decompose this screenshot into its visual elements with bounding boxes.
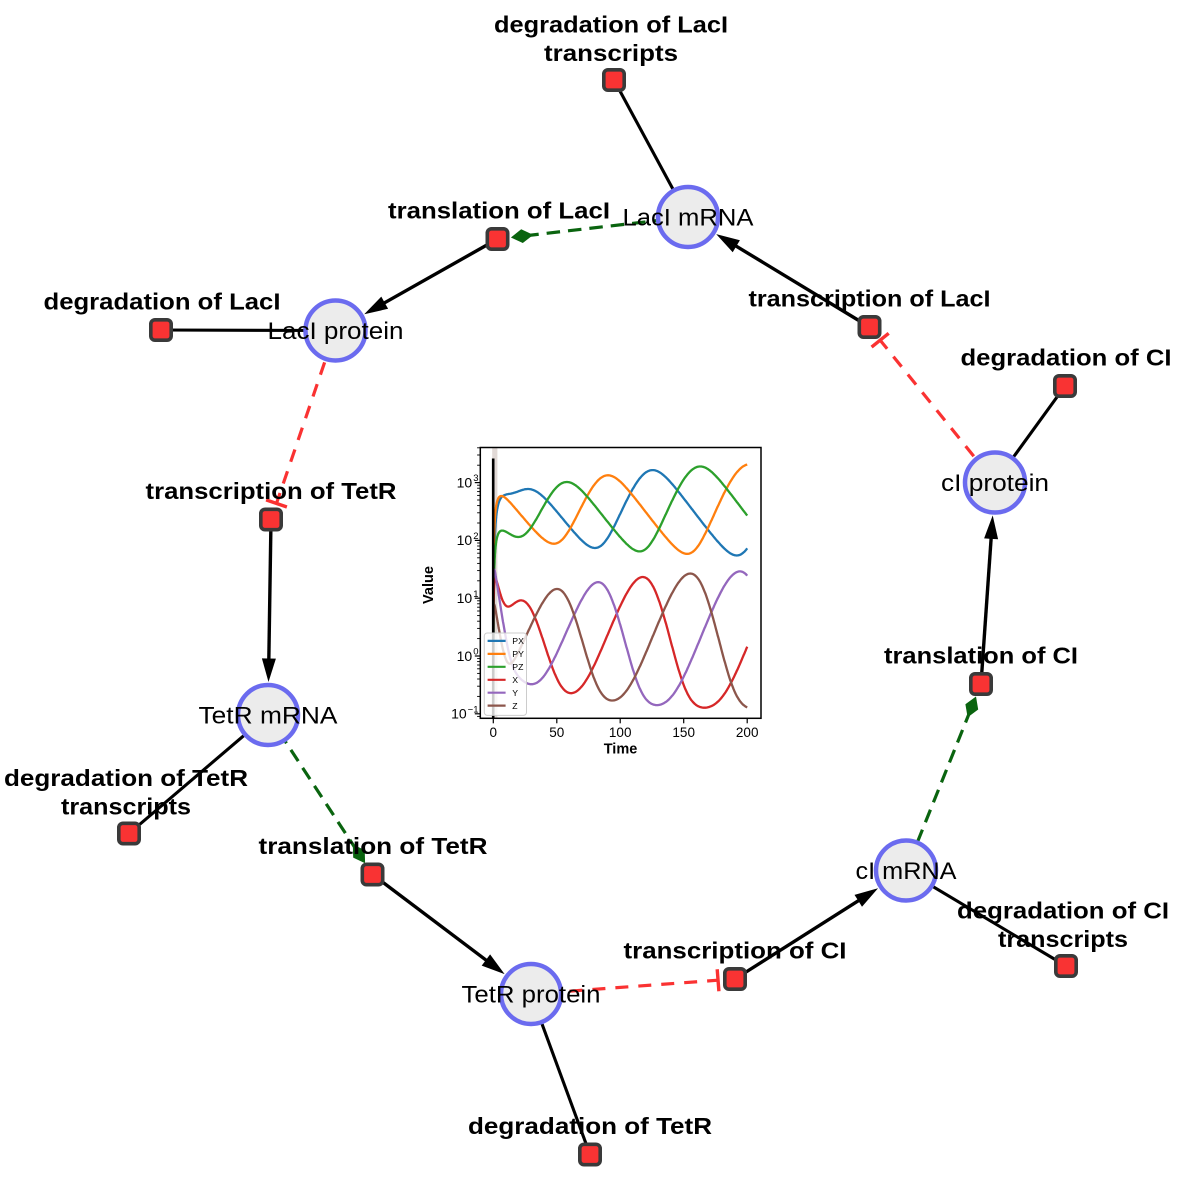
- svg-text:degradation of TetR: degradation of TetR: [4, 765, 248, 791]
- svg-text:X: X: [512, 675, 518, 685]
- svg-text:degradation of CI: degradation of CI: [961, 345, 1172, 371]
- svg-text:cI protein: cI protein: [941, 470, 1049, 497]
- svg-text:PX: PX: [512, 636, 524, 646]
- svg-text:transcription of CI: transcription of CI: [624, 938, 847, 964]
- svg-text:degradation of LacI: degradation of LacI: [44, 289, 281, 315]
- svg-text:TetR protein: TetR protein: [462, 982, 601, 1009]
- svg-text:LacI protein: LacI protein: [268, 318, 404, 345]
- svg-text:50: 50: [549, 725, 564, 740]
- svg-text:translation of TetR: translation of TetR: [259, 833, 488, 859]
- svg-text:degradation of TetR: degradation of TetR: [468, 1113, 712, 1139]
- svg-text:200: 200: [736, 725, 759, 740]
- svg-text:100: 100: [609, 725, 632, 740]
- svg-text:transcription of TetR: transcription of TetR: [146, 478, 397, 504]
- svg-text:translation of LacI: translation of LacI: [388, 198, 610, 224]
- svg-text:transcription of LacI: transcription of LacI: [749, 286, 991, 312]
- svg-text:LacI mRNA: LacI mRNA: [623, 205, 754, 232]
- svg-text:PY: PY: [512, 649, 524, 659]
- svg-text:degradation of CI: degradation of CI: [957, 898, 1169, 924]
- svg-text:Z: Z: [512, 701, 518, 711]
- svg-text:transcripts: transcripts: [61, 794, 191, 820]
- svg-text:transcripts: transcripts: [544, 40, 678, 66]
- svg-text:Value: Value: [421, 566, 437, 604]
- svg-text:TetR mRNA: TetR mRNA: [199, 703, 338, 730]
- svg-text:transcripts: transcripts: [998, 926, 1128, 952]
- svg-text:degradation of LacI: degradation of LacI: [494, 12, 728, 38]
- svg-text:translation of CI: translation of CI: [884, 643, 1078, 669]
- svg-text:Y: Y: [512, 688, 518, 698]
- svg-text:cI mRNA: cI mRNA: [856, 858, 957, 885]
- svg-text:Time: Time: [604, 742, 638, 758]
- svg-text:PZ: PZ: [512, 662, 524, 672]
- svg-text:150: 150: [672, 725, 695, 740]
- svg-text:0: 0: [490, 725, 498, 740]
